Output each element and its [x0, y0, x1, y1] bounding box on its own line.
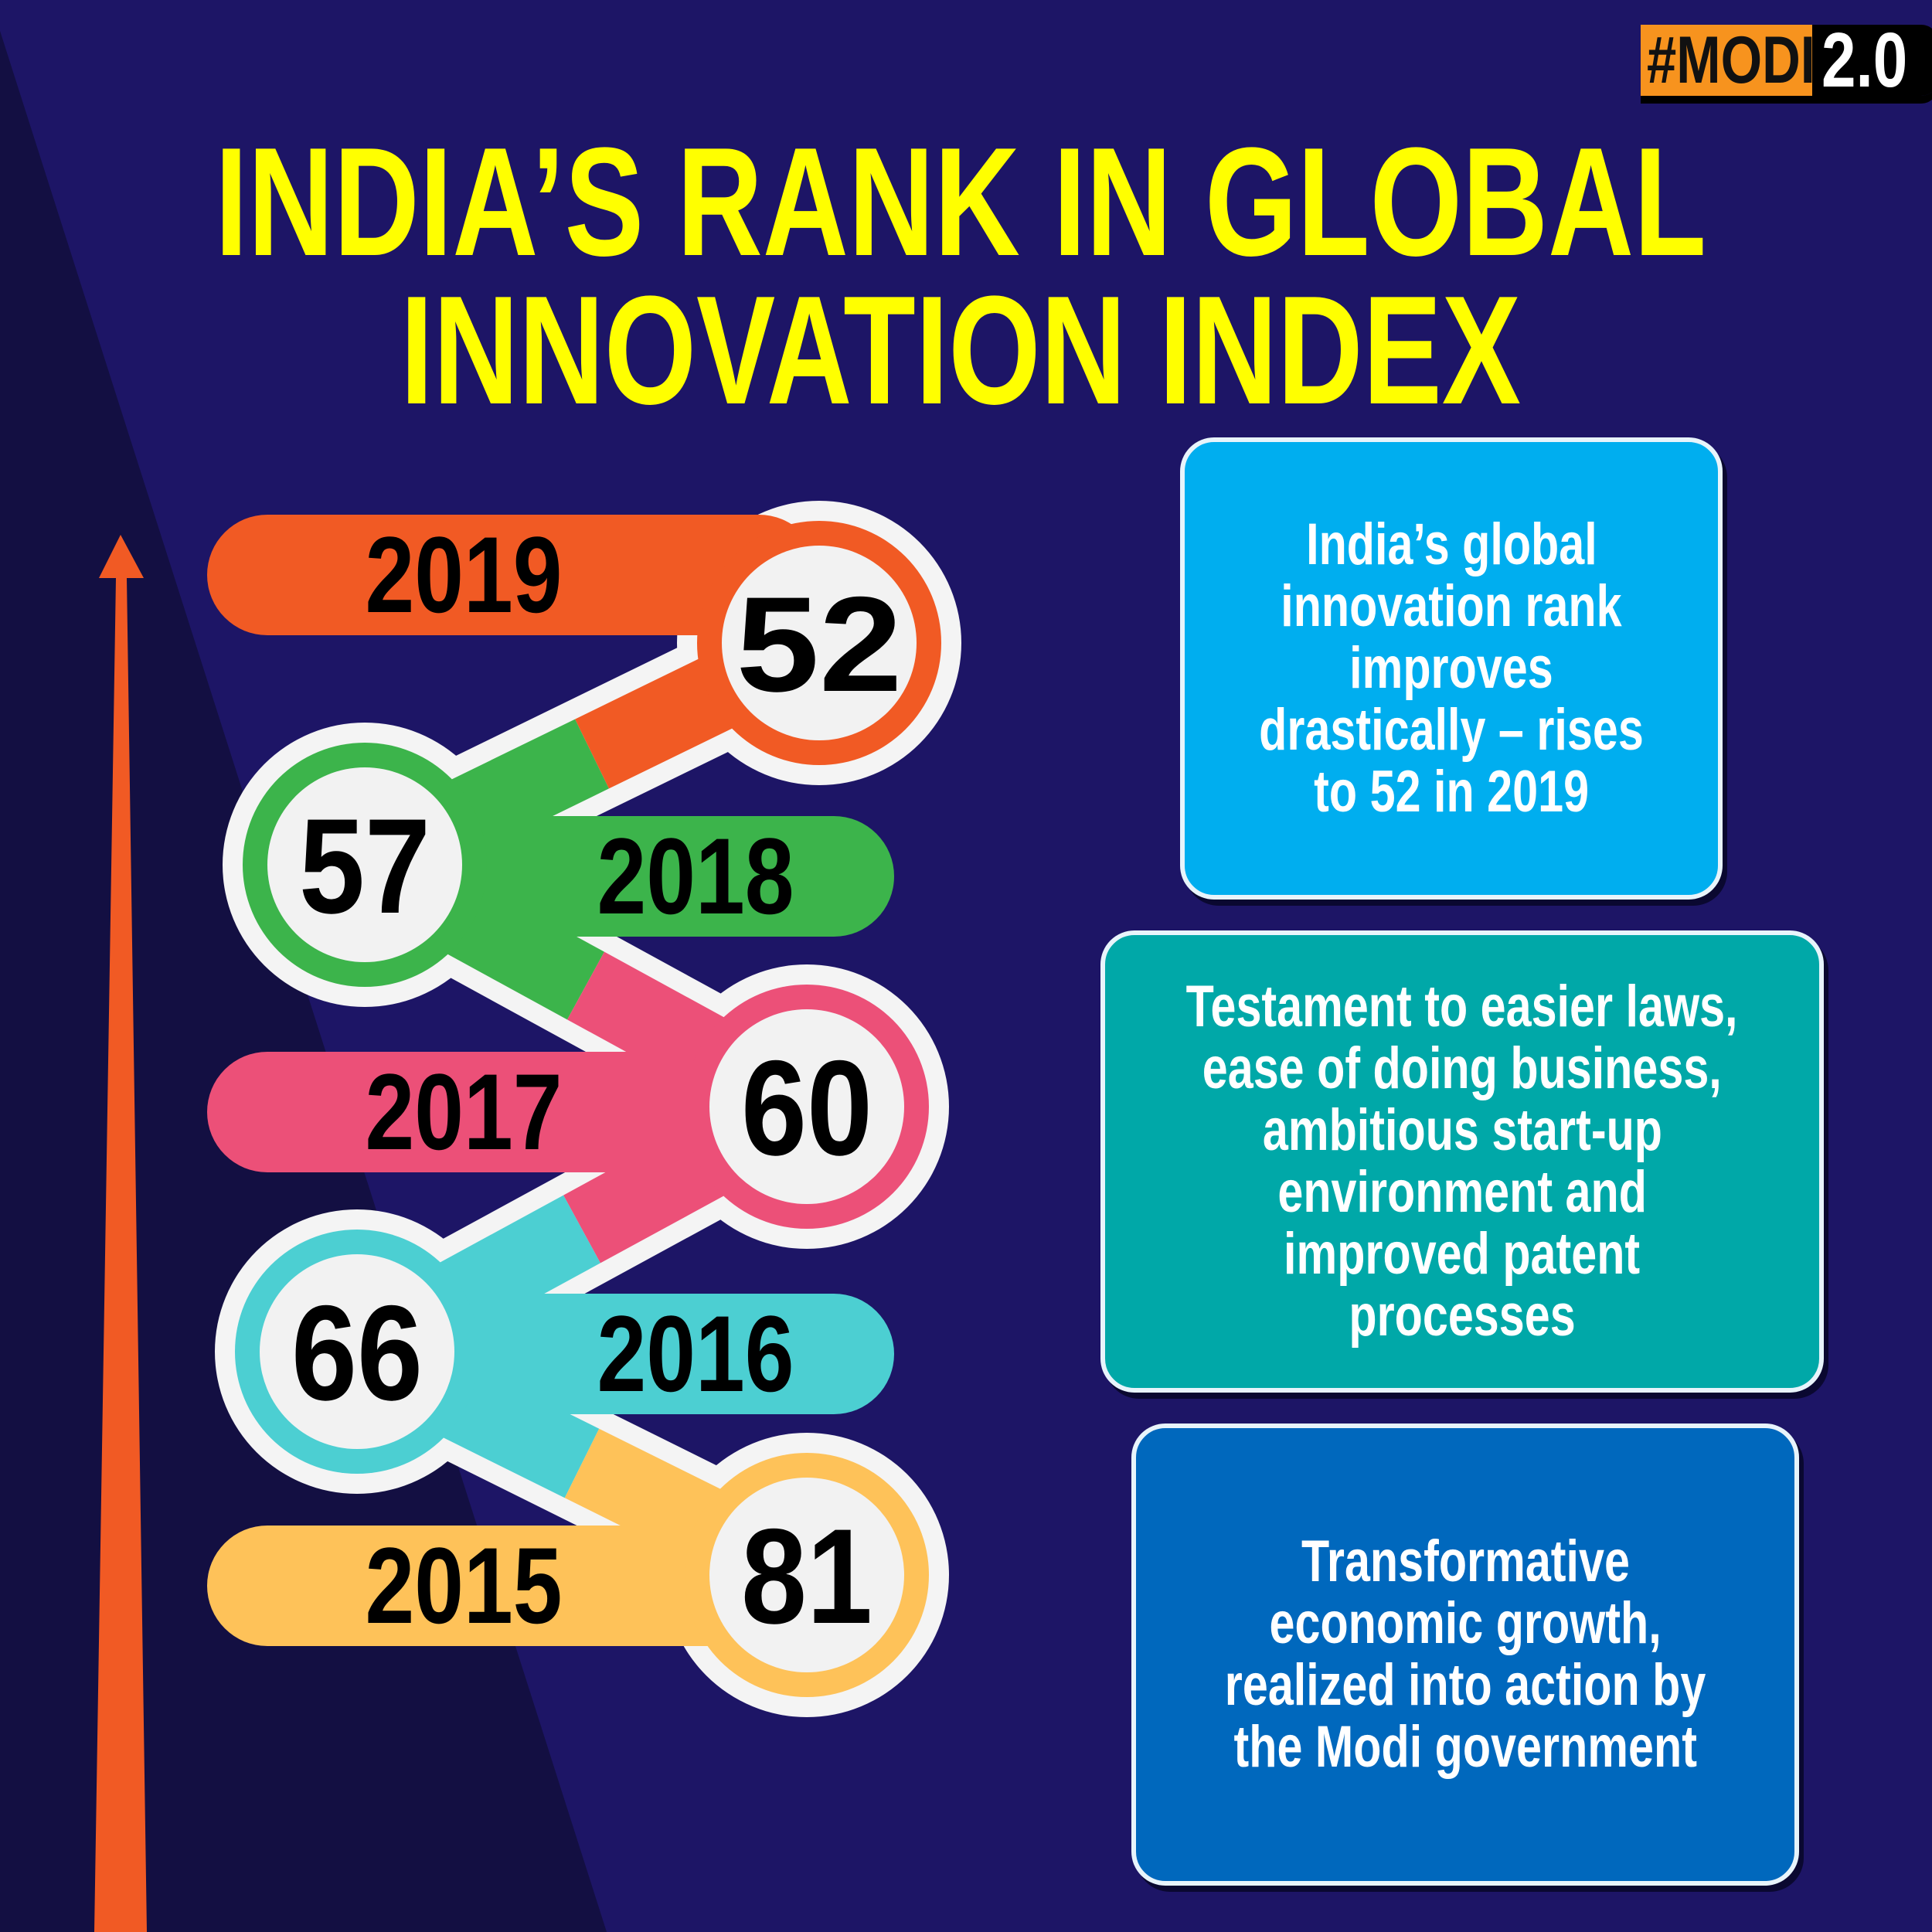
info-box-line: to 52 in 2019 — [1314, 759, 1589, 825]
info-box-line: India’s global — [1305, 512, 1597, 577]
info-box-line: innovation rank — [1281, 573, 1622, 639]
info-box-line: realized into action by — [1224, 1652, 1706, 1718]
logo-version: 2.0 — [1821, 17, 1908, 104]
rank-circle — [722, 546, 917, 740]
rank-value: 52 — [736, 570, 903, 720]
year-bar-2017 — [207, 1052, 807, 1172]
info-box-line: Testament to easier laws, — [1186, 974, 1738, 1039]
rank-circle — [267, 767, 462, 962]
year-label: 2019 — [366, 514, 563, 635]
upward-arrow-icon — [94, 535, 147, 1932]
modi-2-logo: #MODI 2.0 — [1641, 17, 1932, 104]
info-box-economic-growth: Transformative economic growth, realized i… — [1131, 1423, 1799, 1886]
year-label: 2018 — [597, 815, 794, 937]
info-box-line: improves — [1349, 635, 1553, 701]
year-label: 2016 — [597, 1293, 794, 1414]
info-box-line: economic growth, — [1269, 1590, 1662, 1656]
info-box-line: improved patent — [1284, 1221, 1641, 1287]
info-box-line: the Modi government — [1233, 1714, 1697, 1780]
info-box-line: processes — [1349, 1283, 1576, 1349]
info-box-line: environment and — [1277, 1159, 1647, 1225]
rank-circle — [709, 1478, 904, 1672]
info-box-line: drastically – rises — [1259, 697, 1644, 763]
year-bar-2016 — [357, 1294, 894, 1414]
logo-hashtag: #MODI — [1647, 25, 1812, 96]
title-line-1: INDIA’S RANK IN GLOBAL — [215, 116, 1706, 288]
title-line-2: INNOVATION INDEX — [400, 264, 1521, 437]
year-label: 2015 — [366, 1525, 563, 1646]
info-box-line: ambitious start-up — [1262, 1097, 1662, 1163]
rank-timeline: 2019 52 2018 57 2017 60 2016 66 2015 81 — [207, 501, 961, 1717]
year-label: 2017 — [366, 1051, 563, 1172]
rank-value: 60 — [741, 1033, 872, 1184]
year-bar-2018 — [365, 816, 894, 937]
info-box-line: Transformative — [1301, 1529, 1630, 1594]
info-box-easier-laws: Testament to easier laws, ease of doing b… — [1100, 930, 1824, 1393]
info-box-rank-improves: India’s global innovation rank improves dra… — [1180, 437, 1723, 900]
year-bar-2015 — [207, 1526, 807, 1646]
rank-circle — [709, 1009, 904, 1204]
info-box-line: ease of doing business, — [1202, 1036, 1722, 1101]
year-bar-2019 — [207, 515, 819, 635]
rank-circle — [260, 1254, 454, 1449]
rank-value: 57 — [299, 791, 430, 942]
rank-value: 66 — [291, 1278, 423, 1429]
rank-value: 81 — [741, 1502, 872, 1652]
